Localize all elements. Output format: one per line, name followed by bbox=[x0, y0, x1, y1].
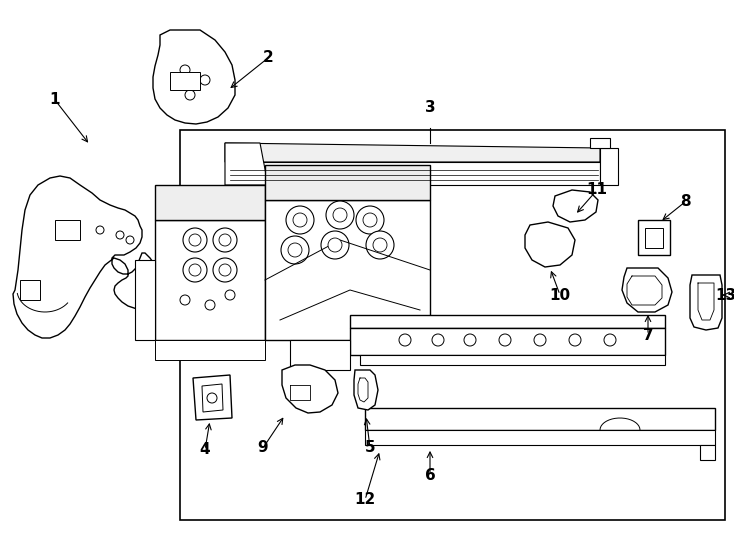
Polygon shape bbox=[135, 260, 155, 340]
Circle shape bbox=[333, 208, 347, 222]
Circle shape bbox=[281, 236, 309, 264]
Circle shape bbox=[604, 334, 616, 346]
Polygon shape bbox=[265, 200, 430, 340]
Polygon shape bbox=[155, 185, 265, 220]
Circle shape bbox=[286, 206, 314, 234]
Circle shape bbox=[356, 206, 384, 234]
Polygon shape bbox=[525, 222, 575, 267]
Text: 7: 7 bbox=[643, 327, 653, 342]
Text: 2: 2 bbox=[263, 51, 273, 65]
Text: 3: 3 bbox=[425, 100, 435, 116]
Circle shape bbox=[321, 231, 349, 259]
Circle shape bbox=[205, 300, 215, 310]
Text: 11: 11 bbox=[586, 183, 608, 198]
Circle shape bbox=[126, 236, 134, 244]
Circle shape bbox=[189, 264, 201, 276]
Circle shape bbox=[116, 231, 124, 239]
Circle shape bbox=[180, 295, 190, 305]
Circle shape bbox=[213, 228, 237, 252]
Circle shape bbox=[189, 234, 201, 246]
Circle shape bbox=[183, 258, 207, 282]
Polygon shape bbox=[225, 143, 268, 185]
Polygon shape bbox=[153, 30, 235, 124]
Circle shape bbox=[96, 226, 104, 234]
Text: 13: 13 bbox=[716, 287, 734, 302]
Bar bbox=[180, 130, 725, 520]
Polygon shape bbox=[690, 275, 722, 330]
Polygon shape bbox=[360, 355, 665, 365]
Polygon shape bbox=[225, 162, 600, 185]
Text: 9: 9 bbox=[258, 441, 269, 456]
Circle shape bbox=[185, 90, 195, 100]
Circle shape bbox=[373, 238, 387, 252]
Polygon shape bbox=[638, 220, 670, 255]
Circle shape bbox=[534, 334, 546, 346]
Circle shape bbox=[180, 65, 190, 75]
Circle shape bbox=[363, 213, 377, 227]
Polygon shape bbox=[553, 190, 598, 222]
Circle shape bbox=[200, 75, 210, 85]
Polygon shape bbox=[590, 138, 610, 148]
Circle shape bbox=[293, 213, 307, 227]
Circle shape bbox=[366, 231, 394, 259]
Polygon shape bbox=[365, 408, 715, 430]
Circle shape bbox=[213, 258, 237, 282]
Polygon shape bbox=[13, 176, 163, 338]
Polygon shape bbox=[350, 315, 665, 328]
Text: 8: 8 bbox=[680, 194, 690, 210]
Polygon shape bbox=[170, 72, 200, 90]
Polygon shape bbox=[600, 148, 618, 185]
Text: 10: 10 bbox=[550, 287, 570, 302]
Polygon shape bbox=[265, 165, 430, 200]
Circle shape bbox=[219, 234, 231, 246]
Circle shape bbox=[464, 334, 476, 346]
Circle shape bbox=[328, 238, 342, 252]
Polygon shape bbox=[55, 220, 80, 240]
Polygon shape bbox=[700, 445, 715, 460]
Text: 1: 1 bbox=[50, 92, 60, 107]
Polygon shape bbox=[622, 268, 672, 312]
Polygon shape bbox=[155, 220, 265, 340]
Circle shape bbox=[207, 393, 217, 403]
Polygon shape bbox=[282, 365, 338, 413]
Polygon shape bbox=[354, 370, 378, 410]
Circle shape bbox=[569, 334, 581, 346]
Circle shape bbox=[399, 334, 411, 346]
Text: 6: 6 bbox=[425, 468, 435, 483]
Polygon shape bbox=[20, 280, 40, 300]
Polygon shape bbox=[290, 340, 350, 370]
Circle shape bbox=[225, 290, 235, 300]
Circle shape bbox=[432, 334, 444, 346]
Polygon shape bbox=[365, 430, 715, 445]
Circle shape bbox=[288, 243, 302, 257]
Text: 12: 12 bbox=[355, 492, 376, 508]
Circle shape bbox=[326, 201, 354, 229]
Polygon shape bbox=[202, 384, 223, 412]
Polygon shape bbox=[645, 228, 663, 248]
Text: 4: 4 bbox=[200, 442, 211, 457]
Text: 5: 5 bbox=[365, 441, 375, 456]
Circle shape bbox=[219, 264, 231, 276]
Polygon shape bbox=[225, 143, 600, 162]
Polygon shape bbox=[350, 328, 665, 355]
Polygon shape bbox=[193, 375, 232, 420]
Circle shape bbox=[499, 334, 511, 346]
Polygon shape bbox=[155, 340, 265, 360]
Circle shape bbox=[183, 228, 207, 252]
